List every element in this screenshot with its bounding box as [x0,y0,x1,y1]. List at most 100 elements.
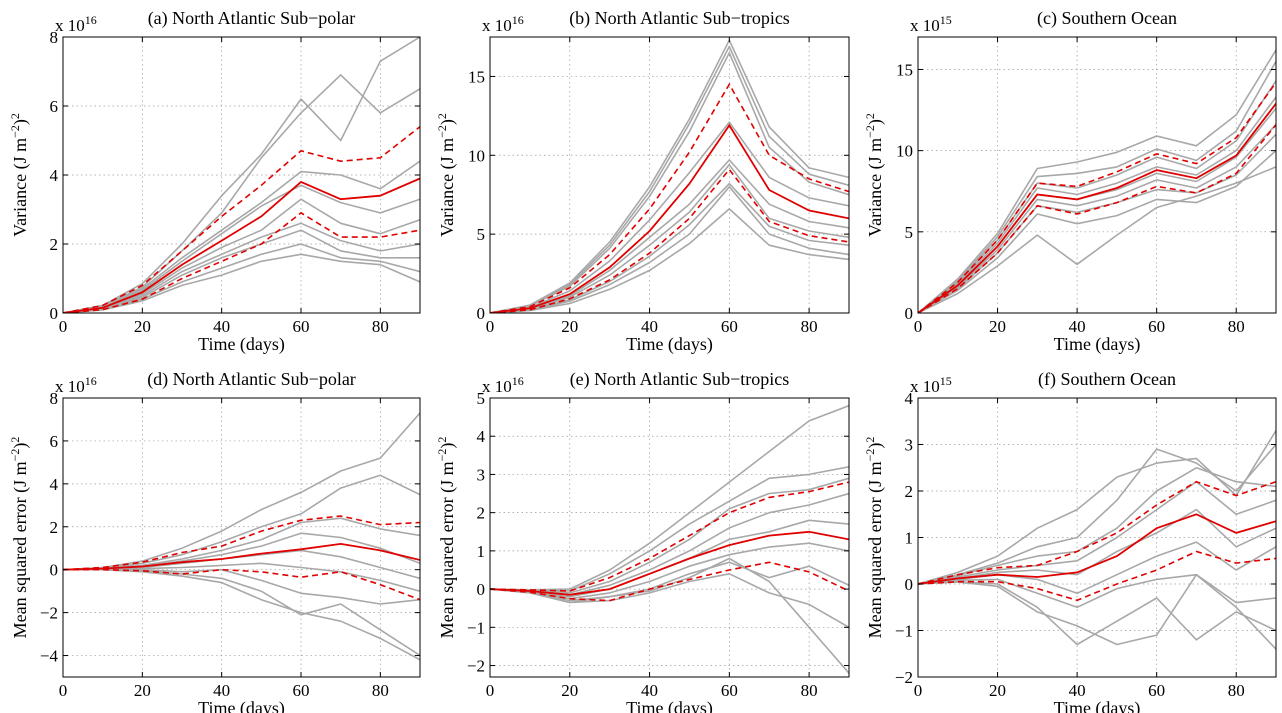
y-tick-label: 4 [50,475,59,494]
upper-bound-line [63,126,420,313]
x-tick-label: 40 [641,317,658,336]
chart-panel-5: 0 20 40 60 80 −2 −1 0 1 2 3 4 5x 1016 (e) North Atlan… [435,369,850,713]
ensemble-member-line [918,133,1276,313]
y-tick-label: 4 [50,166,59,185]
upper-bound-line [63,515,420,571]
ensemble-mean-line [918,103,1276,313]
ensemble-member-line [918,573,1276,650]
x-tick-label: 80 [372,317,389,336]
axis-frame [917,36,1277,314]
y-axis-label: Variance (J m−2)2 [863,113,886,237]
y-tick-label: 4 [477,427,486,446]
ensemble-member-line [63,568,420,657]
y-tick-label: 1 [905,529,914,548]
y-tick-label: 15 [896,60,913,79]
y-tick-label: 0 [50,304,59,323]
y-axis-label: Variance (J m−2)2 [435,113,458,237]
x-tick-label: 40 [641,681,658,700]
ensemble-member-line [918,61,1276,313]
lower-bound-line [63,211,420,313]
ensemble-member-line [918,150,1276,313]
x-tick-label: 40 [213,681,230,700]
x-tick-label: 60 [721,317,738,336]
ensemble-member-line [490,404,849,591]
x-tick-label: 80 [1228,317,1245,336]
series-group [490,39,849,313]
ensemble-member-line [918,580,1276,646]
x-tick-label: 40 [213,317,230,336]
x-tick-label: 0 [59,317,68,336]
y-tick-label: 0 [477,304,486,323]
ensemble-member-line [918,573,1276,609]
axis-exponent: x 1015 [910,13,952,35]
y-tick-label: 2 [50,235,59,254]
ensemble-mean-line [63,177,420,313]
x-tick-label: 20 [561,317,578,336]
y-tick-label: 6 [50,432,59,451]
y-tick-label: −1 [895,622,913,641]
x-tick-label: 0 [486,317,495,336]
x-tick-label: 60 [1148,681,1165,700]
panel-title: (b) North Atlantic Sub−tropics [569,8,790,29]
ensemble-mean-line [63,542,420,571]
axis-frame [489,36,850,314]
panel-title: (d) North Atlantic Sub−polar [147,369,356,390]
ensemble-member-line [490,39,849,313]
y-tick-label: 10 [896,142,913,161]
x-tick-label: 80 [1228,681,1245,700]
y-tick-label: 3 [477,465,486,484]
y-tick-label: 2 [50,518,59,537]
ensemble-member-line [63,568,420,661]
ensemble-member-line [490,121,849,313]
ensemble-member-line [490,51,849,313]
x-tick-label: 0 [914,317,923,336]
panel-title: (e) North Atlantic Sub−tropics [570,369,790,390]
series-group [490,404,849,674]
y-tick-label: 4 [905,389,914,408]
x-tick-label: 40 [1069,681,1086,700]
x-tick-label: 20 [561,681,578,700]
axis-exponent: x 1016 [55,374,97,396]
x-tick-label: 20 [989,681,1006,700]
y-tick-label: 0 [905,575,914,594]
ensemble-member-line [918,480,1276,585]
ensemble-member-line [490,557,849,674]
ensemble-member-line [63,198,420,313]
x-tick-label: 80 [801,681,818,700]
ensemble-member-line [918,107,1276,313]
ensemble-member-line [63,253,420,313]
ensemble-member-line [918,96,1276,313]
series-group [918,49,1276,313]
panel-title: (a) North Atlantic Sub−polar [148,8,356,29]
y-axis-label: Mean squared error (J m−2)2 [863,437,886,639]
x-axis-label: Time (days) [1054,698,1141,713]
ensemble-member-line [490,159,849,313]
y-tick-label: −4 [40,647,59,666]
chart-panel-3: 0 20 40 60 80 0 5 10 15 x 1015 (c) Southern Ocean T… [863,8,1277,355]
series-group [63,412,420,661]
ensemble-member-line [918,166,1276,313]
y-tick-label: 2 [477,504,486,523]
series-group [63,37,420,313]
ensemble-member-line [63,37,420,313]
y-tick-label: 10 [468,146,485,165]
ensemble-member-line [63,474,420,571]
lower-bound-line [918,124,1276,313]
upper-bound-line [490,481,849,592]
y-tick-label: 5 [477,389,486,408]
y-tick-label: −2 [467,657,485,676]
ensemble-member-line [63,160,420,313]
ensemble-mean-line [490,123,849,313]
panel-title: (c) Southern Ocean [1037,8,1177,29]
y-tick-label: 0 [477,580,486,599]
x-tick-label: 80 [801,317,818,336]
y-tick-label: −1 [467,618,485,637]
y-tick-label: 5 [477,225,486,244]
x-axis-label: Time (days) [1054,334,1141,355]
x-axis-label: Time (days) [198,334,285,355]
ensemble-member-line [490,45,849,313]
upper-bound-line [490,82,849,313]
x-tick-label: 0 [914,681,923,700]
y-tick-label: −2 [40,604,58,623]
